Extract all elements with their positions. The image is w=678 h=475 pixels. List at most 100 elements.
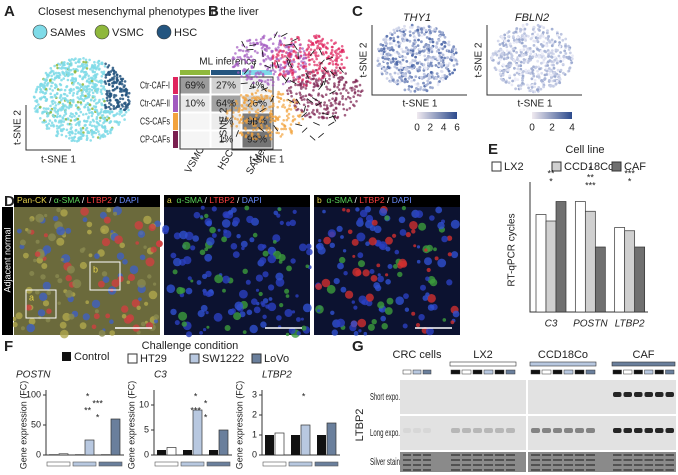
band [462, 469, 471, 471]
point [238, 109, 241, 112]
point [235, 125, 238, 128]
point [45, 98, 49, 101]
point [425, 74, 429, 78]
cell [46, 308, 52, 314]
point [256, 108, 260, 112]
point [253, 49, 257, 53]
cell [323, 236, 331, 245]
point [347, 91, 350, 95]
cell [55, 274, 60, 279]
group-indicator [262, 461, 287, 467]
point [49, 67, 53, 70]
cell [41, 263, 48, 269]
velocity-arrow [288, 61, 293, 69]
point [266, 116, 269, 119]
bar [183, 450, 192, 455]
cell [206, 220, 212, 227]
cell [232, 251, 240, 258]
point [271, 56, 275, 59]
band [451, 428, 460, 433]
point [455, 62, 459, 66]
point [506, 65, 510, 68]
point [289, 130, 293, 134]
point [285, 108, 289, 112]
point [245, 118, 249, 121]
cell [377, 275, 385, 283]
point [424, 67, 428, 70]
point [327, 62, 331, 66]
header-segment: α-SMA [326, 195, 352, 205]
header-segment: LTBP2 [209, 195, 235, 205]
point [388, 46, 391, 50]
y-axis-label: Gene expression (FC) [234, 381, 244, 470]
point [103, 80, 107, 83]
point [60, 78, 63, 82]
point [382, 67, 385, 71]
row-color [173, 95, 178, 112]
point [53, 109, 56, 112]
point [78, 87, 81, 90]
point [411, 67, 414, 70]
cell [34, 251, 41, 257]
point [103, 99, 106, 103]
point [422, 45, 426, 49]
cell [279, 220, 284, 225]
point [311, 111, 314, 114]
point [236, 61, 240, 64]
band [665, 464, 674, 466]
band [665, 459, 674, 461]
point [559, 32, 563, 36]
point [68, 133, 72, 137]
header-segment: / [202, 195, 209, 205]
point [300, 87, 303, 90]
point [510, 57, 514, 61]
cell [381, 323, 388, 330]
point [562, 71, 565, 75]
cell [363, 331, 368, 336]
point [343, 66, 346, 69]
cell [187, 276, 192, 281]
point [420, 34, 424, 38]
axis [529, 182, 648, 313]
significance: * [96, 412, 100, 422]
point [107, 94, 111, 98]
cell [203, 328, 207, 332]
point [80, 70, 83, 73]
point [65, 128, 69, 132]
point [302, 50, 306, 53]
point [63, 114, 66, 117]
point [513, 66, 516, 70]
point [306, 80, 310, 83]
point [253, 117, 257, 121]
point [119, 97, 122, 100]
group-indicator [288, 461, 313, 467]
point [286, 89, 289, 92]
point [440, 63, 444, 66]
point [329, 101, 333, 105]
cell [292, 209, 297, 214]
header-segment: / [47, 195, 54, 205]
point [555, 72, 559, 76]
point [416, 25, 420, 29]
velocity-arrow [261, 50, 264, 58]
point [530, 86, 534, 89]
point [408, 62, 412, 65]
cell [415, 210, 424, 219]
point [102, 133, 105, 136]
point [309, 115, 312, 119]
point [108, 98, 112, 102]
inset-label: a [29, 292, 34, 302]
point [299, 64, 303, 67]
point [236, 64, 240, 67]
point [85, 64, 89, 67]
point [262, 34, 266, 38]
point [350, 89, 354, 92]
point [436, 75, 440, 78]
velocity-arrow [270, 95, 275, 103]
point [550, 38, 554, 42]
point [435, 77, 438, 80]
point [444, 66, 448, 70]
point [419, 76, 423, 79]
cell [395, 296, 405, 306]
point [392, 28, 396, 32]
